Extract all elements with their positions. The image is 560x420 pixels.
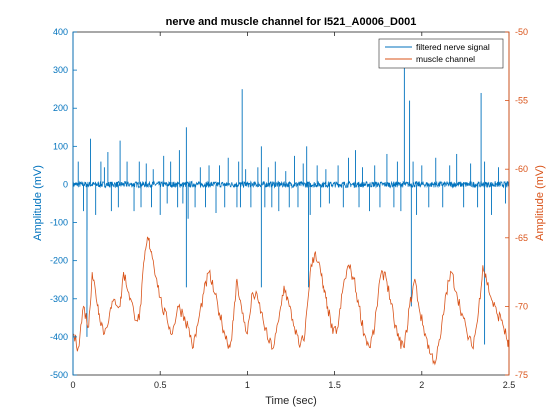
left-y-tick-label-5: -100 [50, 218, 68, 228]
left-y-tick-label-4: 0 [63, 179, 68, 189]
legend-box [378, 38, 504, 69]
right-y-tick-label-4: -70 [515, 301, 528, 311]
left-y-tick-label-6: -200 [50, 256, 68, 266]
legend-label-muscle: muscle channel [416, 54, 475, 64]
right-y-tick-label-1: -55 [515, 96, 528, 106]
x-tick-label-1: 0.5 [154, 380, 167, 390]
nerve-signal-baseline [72, 180, 510, 189]
legend: filtered nerve signal muscle channel [378, 38, 504, 69]
left-y-tick-label-0: 400 [53, 27, 68, 37]
x-tick-label-5: 2.5 [503, 380, 516, 390]
x-tick-label-2: 1 [245, 380, 250, 390]
axes: 0 0.5 1 1.5 2 2.5 400 300 200 100 0 -100 -200 -300 -40… [50, 27, 528, 390]
left-y-tick-label-1: 300 [53, 65, 68, 75]
muscle-channel-line [72, 236, 510, 366]
x-tick-label-4: 2 [419, 380, 424, 390]
right-y-tick-label-2: -60 [515, 164, 528, 174]
left-y-tick-label-2: 200 [53, 103, 68, 113]
right-y-axis-label: Amplitude (mV) [534, 165, 546, 241]
left-y-tick-label-9: -500 [50, 370, 68, 380]
left-y-axis-label: Amplitude (mV) [32, 165, 44, 241]
left-y-tick-label-3: 100 [53, 141, 68, 151]
left-y-tick-label-8: -400 [50, 332, 68, 342]
right-y-tick-label-3: -65 [515, 233, 528, 243]
plot-area [72, 62, 510, 366]
x-tick-label-3: 1.5 [328, 380, 341, 390]
x-tick-label-0: 0 [70, 380, 75, 390]
legend-label-nerve: filtered nerve signal [416, 42, 490, 52]
right-y-tick-label-5: -75 [515, 370, 528, 380]
x-axis-label: Time (sec) [265, 395, 317, 407]
right-y-tick-label-0: -50 [515, 27, 528, 37]
chart-title: nerve and muscle channel for I521_A0006_… [166, 16, 417, 28]
left-y-tick-label-7: -300 [50, 294, 68, 304]
